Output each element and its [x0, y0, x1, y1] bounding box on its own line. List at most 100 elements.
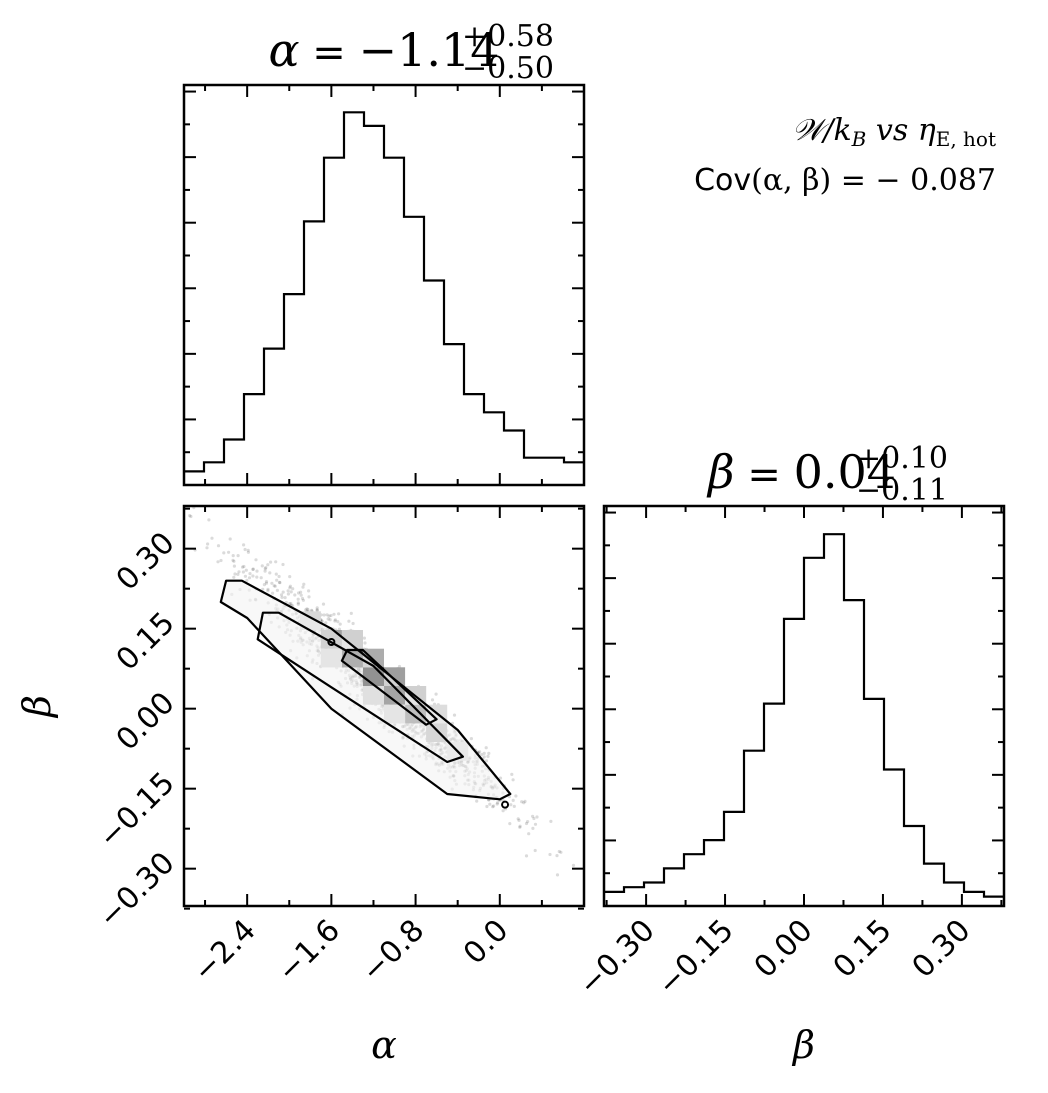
scatter-point [337, 612, 341, 616]
annotation: 𝒲/kB vs ηE, hot Cov(α, β) = − 0.087 [694, 113, 996, 198]
alpha-title-median: −1.14 [359, 23, 500, 77]
scatter-point [516, 817, 520, 821]
scatter-point [559, 850, 563, 854]
scatter-point [189, 514, 193, 519]
scatter-point [262, 583, 266, 587]
scatter-point [486, 754, 490, 759]
scatter-point [299, 590, 303, 594]
scatter-point [485, 804, 489, 809]
annotation-line1: 𝒲/kB vs ηE, hot [792, 113, 996, 151]
beta-marginal-panel: β = 0.04 +0.10 −0.11 −0.30−0.15 0.00 0.15 0… [572, 441, 1006, 1067]
scatter-point [274, 560, 278, 564]
alpha-beta-joint-panel: −2.4 −1.6 −0.8 0.0 −0.30−0.15 0.00 0.15 0.30 α… [15, 504, 586, 1067]
scatter-point [281, 562, 285, 567]
scatter-point [430, 698, 435, 702]
scatter-point [511, 798, 515, 803]
scatter-point [245, 578, 249, 583]
scatter-point [277, 580, 282, 585]
scatter-point [288, 584, 292, 588]
scatter-point [255, 575, 259, 579]
scatter-point [557, 849, 561, 854]
scatter-point [301, 598, 305, 602]
scatter-point [332, 612, 336, 616]
scatter-point [231, 554, 235, 558]
scatter-point [307, 589, 311, 593]
scatter-point [510, 772, 514, 777]
alpha-title-param: α [269, 23, 300, 77]
contour-inner [340, 648, 438, 726]
scatter-point [495, 802, 499, 806]
annotation-line2: Cov(α, β) = − 0.087 [694, 163, 996, 198]
scatter-point [247, 576, 252, 580]
scatter-point [246, 550, 250, 554]
alpha-x-tick-label: −2.4 [187, 913, 263, 989]
scatter-point [336, 620, 340, 624]
scatter-point [188, 514, 192, 518]
beta-y-tick-label: 0.15 [110, 606, 182, 678]
scatter-point [325, 613, 329, 617]
scatter-point [347, 619, 351, 623]
beta-title: β = 0.04 [706, 445, 896, 499]
scatter-point [487, 751, 491, 756]
scatter-point [255, 569, 259, 573]
scatter-point [266, 589, 270, 593]
alpha-histogram [184, 111, 584, 473]
scatter-point [363, 641, 367, 645]
scatter-point [299, 593, 303, 597]
scatter-point [518, 825, 522, 829]
scatter-point [296, 602, 300, 606]
scatter-point [488, 802, 492, 806]
scatter-point [484, 746, 488, 750]
scatter-point [480, 753, 484, 757]
alpha-title-plus: +0.58 [462, 19, 554, 54]
scatter-point [520, 800, 524, 804]
beta-y-tick-label: 0.30 [110, 526, 182, 598]
scatter-point [338, 622, 342, 626]
scatter-point [233, 572, 237, 576]
scatter-point [321, 602, 326, 606]
scatter-point [296, 601, 300, 605]
joint-x-tick-labels: −2.4 −1.6 −0.8 0.0 [187, 913, 516, 989]
scatter-point [531, 814, 535, 818]
scatter-point [269, 560, 273, 564]
scatter-point [349, 611, 353, 616]
scatter-point [222, 551, 226, 555]
beta-histogram-step [604, 533, 1004, 898]
beta-histogram [604, 533, 1004, 898]
scatter-point [270, 581, 274, 585]
contour-island [327, 638, 336, 646]
scatter-point [275, 588, 279, 593]
alpha-x-tick-label: −0.8 [355, 913, 431, 989]
scatter-point [236, 554, 240, 558]
beta-y-tick-label: −0.30 [92, 846, 182, 936]
scatter-point [264, 581, 268, 585]
scatter-point [452, 713, 457, 717]
beta-x-tick-labels: −0.30−0.15 0.00 0.15 0.30 [572, 913, 978, 1003]
beta-title-median: 0.04 [794, 445, 896, 499]
contour-outer [219, 579, 512, 801]
joint-y-tick-labels: −0.30−0.15 0.00 0.15 0.30 [92, 526, 182, 936]
joint-frame [182, 504, 586, 908]
scatter-point [232, 575, 236, 579]
scatter-point [310, 608, 314, 612]
scatter-point [293, 593, 297, 597]
scatter-point [248, 572, 252, 576]
scatter-point [244, 568, 248, 572]
scatter-point [304, 608, 308, 612]
scatter-point [243, 547, 247, 552]
scatter-point [291, 587, 295, 591]
alpha-histogram-step [184, 111, 584, 473]
scatter-point [288, 602, 292, 606]
scatter-point [532, 816, 536, 821]
scatter-point [274, 572, 278, 576]
scatter-point [492, 804, 496, 808]
beta-title-plus: +0.10 [856, 441, 948, 476]
scatter-point [333, 618, 337, 622]
scatter-point [496, 801, 500, 805]
scatter-point [511, 778, 515, 782]
scatter-point [259, 576, 263, 580]
scatter-point [305, 607, 309, 611]
scatter-point [524, 821, 529, 826]
scatter-point [264, 566, 268, 570]
scatter-point [327, 614, 331, 618]
